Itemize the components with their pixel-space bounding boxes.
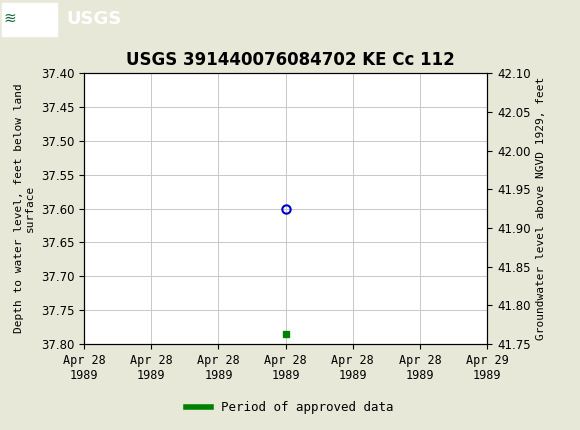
Text: USGS: USGS (67, 10, 122, 28)
Text: USGS 391440076084702 KE Cc 112: USGS 391440076084702 KE Cc 112 (126, 51, 454, 69)
FancyBboxPatch shape (2, 3, 57, 36)
Y-axis label: Groundwater level above NGVD 1929, feet: Groundwater level above NGVD 1929, feet (536, 77, 546, 340)
Text: ≋: ≋ (3, 11, 16, 26)
Legend: Period of approved data: Period of approved data (181, 396, 399, 419)
Y-axis label: Depth to water level, feet below land
surface: Depth to water level, feet below land su… (14, 84, 35, 333)
